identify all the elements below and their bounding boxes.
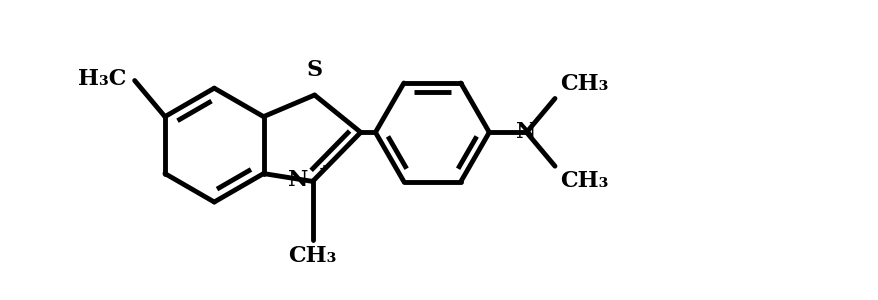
- Text: CH₃: CH₃: [559, 170, 608, 192]
- Text: H₃C: H₃C: [78, 68, 126, 90]
- Text: N: N: [288, 169, 308, 191]
- Text: S: S: [306, 59, 322, 81]
- Text: CH₃: CH₃: [559, 73, 608, 94]
- Text: ⁺: ⁺: [318, 163, 328, 182]
- Text: CH₃: CH₃: [288, 245, 336, 267]
- Text: N: N: [515, 121, 536, 143]
